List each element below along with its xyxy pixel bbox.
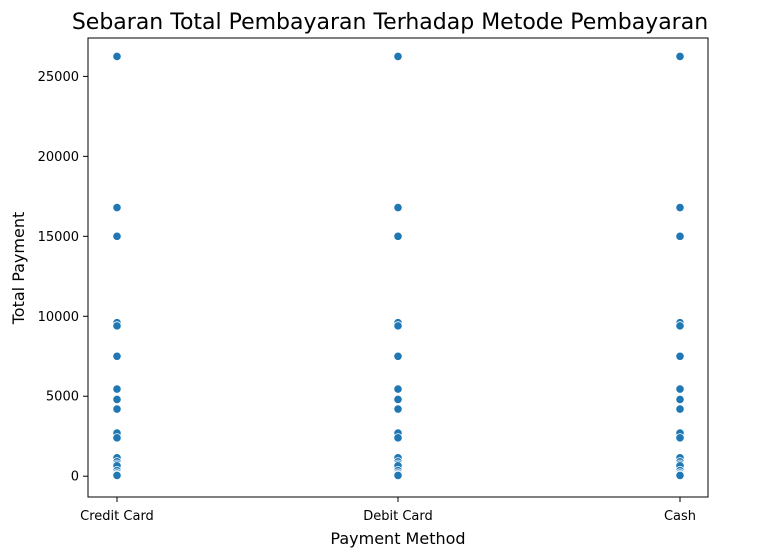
chart-title: Sebaran Total Pembayaran Terhadap Metode… (72, 10, 708, 35)
plot-area (87, 37, 709, 498)
data-point (675, 404, 685, 414)
data-point (675, 231, 685, 241)
y-tick-label: 10000 (38, 310, 79, 325)
data-point (393, 202, 403, 213)
data-point (112, 202, 122, 213)
y-axis-title: Total Payment (9, 212, 28, 326)
data-point (675, 394, 685, 405)
y-tick-label: 5000 (46, 390, 79, 405)
data-point (112, 351, 122, 361)
data-point (112, 51, 122, 61)
data-point (393, 51, 403, 61)
x-tick-label: Cash (664, 509, 696, 524)
data-point (675, 321, 685, 331)
data-point (393, 384, 403, 394)
x-tick-label: Credit Card (80, 509, 154, 524)
data-point (675, 51, 685, 61)
data-point (675, 433, 685, 443)
x-tick-label: Debit Card (363, 509, 433, 524)
data-point (393, 321, 403, 331)
data-point (112, 231, 122, 241)
y-tick-label: 15000 (38, 230, 79, 245)
data-point (112, 394, 122, 405)
data-point (675, 351, 685, 361)
data-point (393, 394, 403, 405)
data-point (112, 321, 122, 331)
y-tick-label: 25000 (38, 70, 79, 85)
x-axis: Credit Card Debit Card Cash (80, 497, 696, 524)
data-point (675, 470, 685, 481)
y-tick-label: 0 (71, 470, 79, 485)
data-point (393, 404, 403, 414)
data-point (393, 231, 403, 241)
data-point (393, 351, 403, 361)
y-tick-label: 20000 (38, 150, 79, 165)
data-point (112, 470, 122, 481)
data-point (675, 202, 685, 213)
scatter-points (112, 51, 685, 481)
data-point (393, 470, 403, 481)
data-point (112, 433, 122, 443)
data-point (112, 384, 122, 394)
data-point (675, 384, 685, 394)
x-axis-title: Payment Method (330, 529, 465, 548)
data-point (393, 433, 403, 443)
data-point (112, 404, 122, 414)
y-axis: 0 5000 10000 15000 20000 25000 (38, 70, 88, 485)
